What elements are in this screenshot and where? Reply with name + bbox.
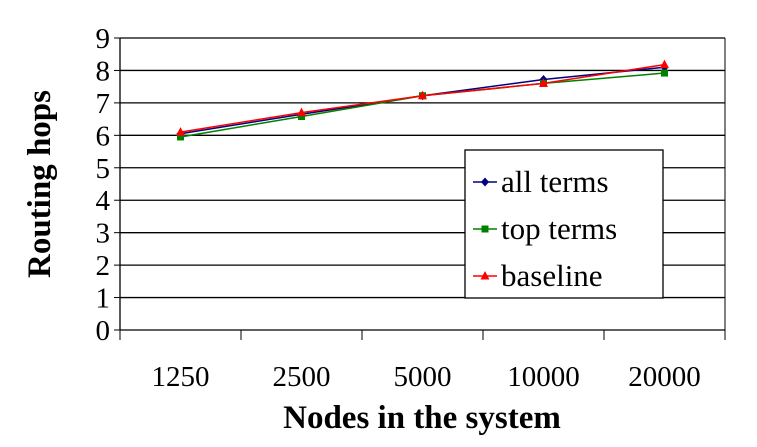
legend-marker — [480, 271, 490, 280]
data-point — [297, 107, 306, 117]
y-axis-label: Routing hops — [22, 90, 58, 278]
y-tick-label: 4 — [96, 185, 111, 217]
x-tick-label: 10000 — [507, 361, 580, 393]
legend-label: all terms — [501, 164, 609, 199]
data-point — [298, 113, 305, 121]
x-tick-label: 2500 — [273, 361, 331, 393]
y-tick-label: 9 — [96, 23, 111, 55]
data-point — [176, 127, 185, 136]
data-point — [539, 78, 548, 87]
y-tick-label: 1 — [96, 283, 111, 315]
legend-marker — [481, 225, 489, 233]
y-tick-label: 6 — [96, 120, 111, 152]
x-tick-label: 20000 — [628, 361, 701, 393]
legend-label: top terms — [501, 211, 617, 246]
legend-label: baseline — [501, 258, 603, 293]
y-tick-label: 5 — [96, 153, 111, 185]
y-tick-label: 8 — [96, 55, 111, 87]
x-tick-label: 1250 — [152, 361, 210, 393]
legend-marker — [481, 177, 489, 187]
y-tick-label: 0 — [96, 315, 111, 347]
data-point — [660, 59, 669, 69]
y-tick-label: 3 — [96, 218, 111, 250]
data-point — [418, 90, 427, 100]
x-axis-label: Nodes in the system — [283, 400, 561, 436]
y-tick-label: 7 — [96, 88, 111, 120]
legend — [464, 149, 664, 299]
series-line-all-terms — [180, 66, 665, 135]
y-tick-label: 2 — [96, 250, 111, 282]
x-tick-label: 5000 — [394, 361, 452, 393]
data-point — [177, 133, 184, 141]
data-point — [661, 69, 668, 77]
series-line-top-terms — [180, 72, 665, 138]
